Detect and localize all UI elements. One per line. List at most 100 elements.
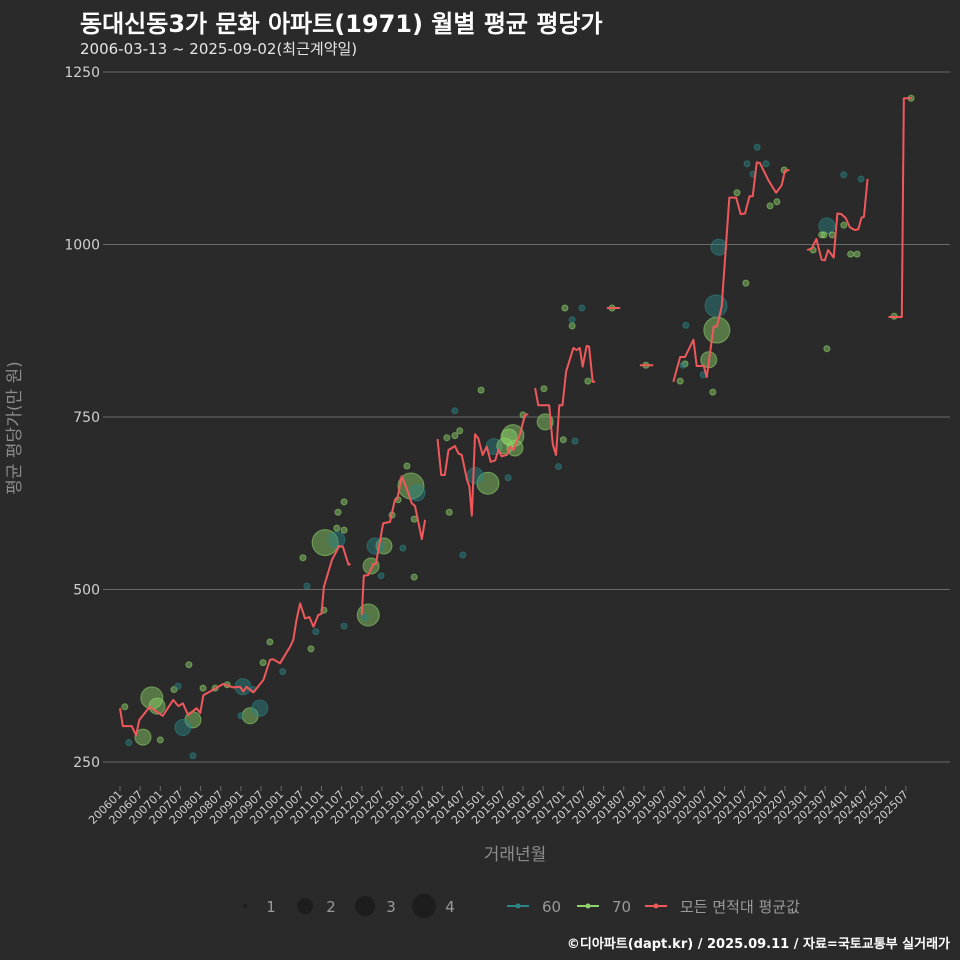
scatter-point-70 xyxy=(259,659,267,667)
scatter-point-70 xyxy=(403,462,411,470)
source-caption: ©디아파트(dapt.kr) / 2025.09.11 / 자료=국토교통부 실… xyxy=(566,937,950,952)
scatter-point-70 xyxy=(134,728,152,746)
scatter-point-60 xyxy=(399,544,407,552)
legend-size-icon xyxy=(412,894,436,918)
legend-size-label: 2 xyxy=(326,898,336,916)
scatter-point-70 xyxy=(451,432,459,440)
scatter-point-70 xyxy=(559,436,567,444)
scatter-point-60 xyxy=(857,175,865,183)
scatter-point-60 xyxy=(237,712,245,720)
scatter-point-70 xyxy=(847,250,855,258)
scatter-point-70 xyxy=(299,554,307,562)
scatter-point-70 xyxy=(500,428,518,446)
legend-size-icon xyxy=(355,896,375,916)
y-tick-label: 250 xyxy=(73,755,100,771)
scatter-point-70 xyxy=(536,413,554,431)
scatter-point-60 xyxy=(189,752,197,760)
scatter-point-70 xyxy=(410,573,418,581)
y-tick-label: 1250 xyxy=(64,65,100,81)
scatter-point-60 xyxy=(753,143,761,151)
scatter-point-70 xyxy=(561,304,569,312)
scatter-point-60 xyxy=(762,160,770,168)
scatter-point-60 xyxy=(303,582,311,590)
scatter-point-60 xyxy=(312,628,320,636)
legend-size-icon xyxy=(297,898,313,914)
chart-title: 동대신동3가 문화 아파트(1971) 월별 평균 평당가 xyxy=(80,10,603,38)
y-tick-label: 500 xyxy=(73,583,100,599)
legend-point-icon xyxy=(585,903,591,909)
scatter-point-70 xyxy=(766,202,774,210)
scatter-point-60 xyxy=(571,437,579,445)
legend-point-icon xyxy=(515,903,521,909)
scatter-point-60 xyxy=(174,719,192,736)
legend-size-label: 1 xyxy=(266,898,276,916)
scatter-point-70 xyxy=(443,434,451,442)
scatter-point-70 xyxy=(356,603,380,627)
legend-point-icon xyxy=(653,903,659,909)
average-line xyxy=(888,97,912,318)
scatter-point-70 xyxy=(853,250,861,258)
scatter-point-70 xyxy=(828,231,836,239)
scatter-point-60 xyxy=(408,484,426,502)
scatter-point-70 xyxy=(773,198,781,206)
scatter-point-60 xyxy=(361,613,369,621)
scatter-point-60 xyxy=(279,668,287,676)
scatter-point-70 xyxy=(584,377,592,385)
scatter-point-70 xyxy=(477,386,485,394)
scatter-point-70 xyxy=(823,345,831,353)
scatter-point-70 xyxy=(307,645,315,653)
scatter-point-60 xyxy=(504,474,512,482)
scatter-point-70 xyxy=(820,231,828,239)
legend-size-label: 3 xyxy=(386,898,396,916)
x-axis-title: 거래년월 xyxy=(484,845,547,865)
average-line xyxy=(360,475,427,616)
scatter-point-60 xyxy=(568,316,576,324)
scatter-point-60 xyxy=(125,739,133,747)
scatter-point-60 xyxy=(578,304,586,312)
scatter-point-60 xyxy=(466,467,484,485)
legend-size-label: 4 xyxy=(445,898,455,916)
scatter-point-60 xyxy=(328,531,346,549)
chart-subtitle: 2006-03-13 ~ 2025-09-02(최근계약일) xyxy=(80,40,358,58)
scatter-point-70 xyxy=(568,322,576,330)
scatter-point-70 xyxy=(199,684,207,692)
y-tick-label: 1000 xyxy=(64,238,100,254)
scatter-point-70 xyxy=(340,526,348,534)
scatter-point-60 xyxy=(679,361,687,369)
average-line xyxy=(672,161,790,383)
average-line xyxy=(119,545,351,737)
y-tick-label: 750 xyxy=(73,410,100,426)
scatter-point-60 xyxy=(251,699,269,717)
legend-label: 70 xyxy=(612,898,631,916)
scatter-point-70 xyxy=(340,498,348,506)
scatter-point-70 xyxy=(362,557,380,575)
legend-label: 60 xyxy=(542,898,561,916)
scatter-point-70 xyxy=(266,638,274,646)
average-line xyxy=(534,344,596,456)
scatter-point-60 xyxy=(451,407,459,415)
scatter-point-70 xyxy=(185,661,193,669)
scatter-point-70 xyxy=(818,231,826,239)
scatter-point-70 xyxy=(709,388,717,396)
scatter-point-70 xyxy=(703,316,731,344)
scatter-point-70 xyxy=(311,529,339,557)
scatter-point-60 xyxy=(710,238,728,256)
scatter-point-70 xyxy=(445,508,453,516)
scatter-point-70 xyxy=(540,385,548,393)
legend-label: 모든 면적대 평균값 xyxy=(680,898,800,916)
scatter-point-60 xyxy=(459,551,467,559)
scatter-point-60 xyxy=(174,682,182,690)
legend-size-icon xyxy=(243,904,247,908)
scatter-point-70 xyxy=(121,703,129,711)
scatter-point-60 xyxy=(840,171,848,179)
scatter-point-70 xyxy=(156,736,164,744)
scatter-point-60 xyxy=(743,160,751,168)
y-axis-title: 평균 평당가(만 원) xyxy=(5,361,25,495)
scatter-point-60 xyxy=(340,622,348,630)
scatter-point-70 xyxy=(456,427,464,435)
average-line xyxy=(806,178,869,262)
scatter-point-70 xyxy=(733,189,741,197)
scatter-point-70 xyxy=(742,279,750,287)
scatter-point-70 xyxy=(840,221,848,229)
